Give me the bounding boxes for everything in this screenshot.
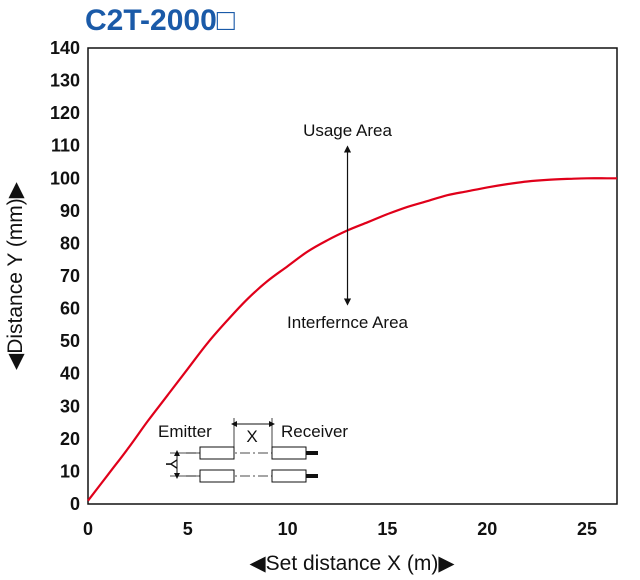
x-tick-label: 15 (377, 519, 397, 539)
y-tick-label: 20 (60, 429, 80, 449)
y-tick-label: 120 (50, 103, 80, 123)
y-tick-label: 40 (60, 364, 80, 384)
receiver-bottom-sensor (271, 469, 307, 483)
y-tick-label: 10 (60, 461, 80, 481)
x-tick-label: 20 (477, 519, 497, 539)
interference-area-label: Interfernce Area (287, 313, 409, 332)
y-tick-label: 100 (50, 168, 80, 188)
y-tick-label: 140 (50, 38, 80, 58)
x-tick-label: 25 (577, 519, 597, 539)
series-line (87, 177, 617, 502)
receiver-bottom-cable (306, 474, 318, 478)
x-tick-label: 5 (183, 519, 193, 539)
usage-area-label: Usage Area (303, 121, 392, 140)
y-tick-label: 70 (60, 266, 80, 286)
emitter-bottom-sensor (199, 469, 235, 483)
y-tick-label: 50 (60, 331, 80, 351)
y-tick-label: 60 (60, 299, 80, 319)
y-tick-label: 0 (70, 494, 80, 514)
x-tick-label: 10 (278, 519, 298, 539)
x-tick-label: 0 (83, 519, 93, 539)
x-axis-label: ◀Set distance X (m)▶ (249, 552, 455, 575)
y-tick-label: 80 (60, 233, 80, 253)
y-tick-label: 130 (50, 71, 80, 91)
emitter-top-sensor (199, 446, 235, 460)
receiver-top-sensor (271, 446, 307, 460)
y-axis-label: ◀Distance Y (mm)▶ (4, 181, 27, 370)
y-tick-label: 30 (60, 396, 80, 416)
y-tick-label: 90 (60, 201, 80, 221)
inset-x-label: X (246, 427, 257, 446)
y-axis-ticks: 0 10 20 30 40 50 60 70 80 90 100 110 120 130 140 (50, 38, 80, 514)
receiver-label: Receiver (281, 422, 348, 441)
y-tick-label: 110 (51, 136, 80, 156)
inset-y-label: Y (162, 458, 181, 469)
setup-inset: Emitter Receiver X Y (158, 418, 348, 483)
receiver-top-cable (306, 451, 318, 455)
emitter-label: Emitter (158, 422, 212, 441)
x-axis-ticks: 0 5 10 15 20 25 (83, 519, 597, 539)
chart-title: C2T-2000□ (85, 4, 236, 37)
plot-frame (87, 47, 618, 505)
